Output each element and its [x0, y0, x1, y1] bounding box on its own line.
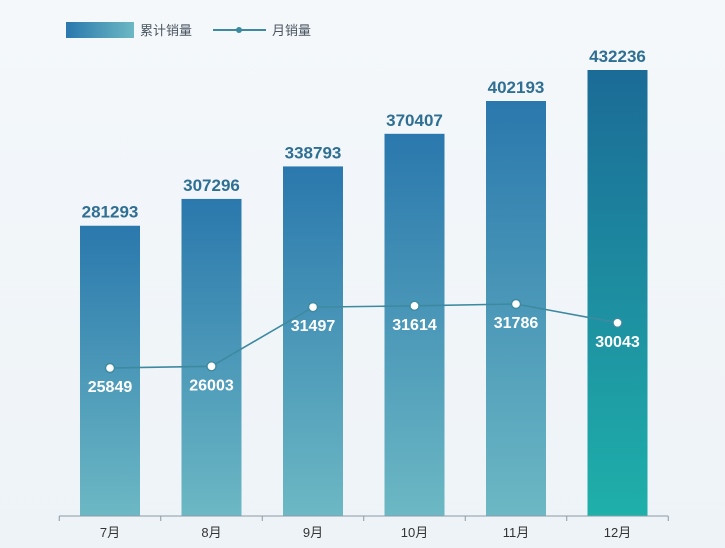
bar-cumulative	[384, 133, 445, 517]
bars-group	[80, 70, 648, 517]
legend-line-label: 月销量	[272, 23, 311, 38]
bar-cumulative	[283, 166, 343, 516]
monthly-value-label: 30043	[595, 334, 640, 351]
bar-value-label: 281293	[82, 203, 139, 222]
x-tick-label: 7月	[100, 525, 120, 540]
x-tick-label: 11月	[503, 525, 530, 540]
monthly-line-group	[104, 298, 623, 374]
bar-value-label: 370407	[386, 111, 443, 130]
x-axis	[58, 515, 669, 521]
bar-cumulative	[181, 198, 242, 516]
bar-value-label: 402193	[488, 78, 545, 97]
monthly-value-label: 25849	[88, 379, 133, 396]
x-tick-label: 8月	[201, 525, 221, 540]
legend-bar-swatch	[66, 22, 134, 38]
monthly-sales-line	[109, 303, 618, 369]
x-tick-label: 9月	[303, 525, 323, 540]
legend: 累计销量 月销量	[66, 22, 311, 38]
bar-value-label: 338793	[285, 143, 342, 162]
monthly-value-label: 31614	[392, 317, 437, 334]
x-tick-label: 10月	[401, 525, 428, 540]
bar-value-label: 432236	[589, 47, 646, 66]
monthly-sales-point	[510, 298, 522, 310]
labels-group: 281293 7月 307296 8月 338793 9月 370407 10月 402193 1…	[82, 47, 646, 540]
monthly-sales-point	[206, 361, 217, 372]
x-tick-label: 12月	[604, 525, 631, 540]
legend-line-marker	[236, 27, 242, 33]
bar-value-label: 307296	[183, 176, 240, 195]
monthly-sales-point	[409, 300, 420, 312]
monthly-sales-point	[307, 301, 319, 313]
bar-cumulative	[587, 70, 648, 516]
monthly-sales-point	[612, 317, 623, 328]
monthly-sales-point	[104, 362, 116, 374]
monthly-value-label: 26003	[189, 377, 234, 394]
monthly-value-label: 31497	[291, 318, 336, 335]
monthly-value-label: 31786	[494, 315, 539, 332]
legend-bar-label: 累计销量	[140, 23, 192, 38]
